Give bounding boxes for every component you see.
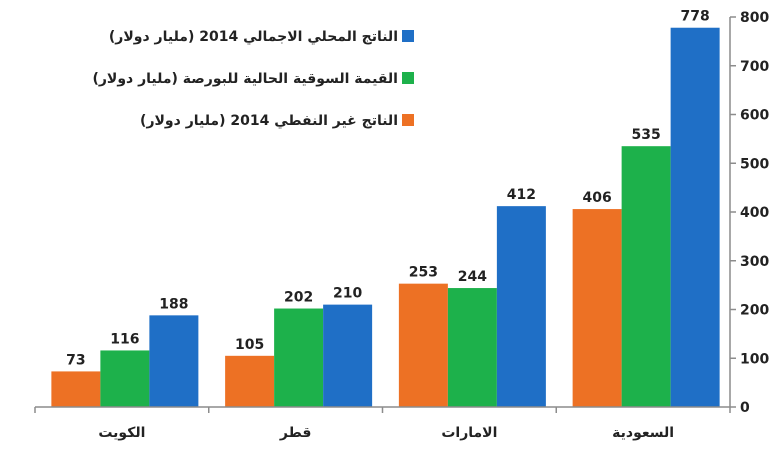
data-label-3-1: 535 xyxy=(632,127,661,143)
bar-0-0 xyxy=(51,371,101,407)
legend: الناتج المحلي الاجمالي 2014 (مليار دولار… xyxy=(92,29,414,129)
x-tick-label-3: السعودية xyxy=(612,425,674,441)
data-label-1-1: 202 xyxy=(284,290,313,306)
x-tick-label-2: الامارات xyxy=(441,425,497,441)
bar-3-2 xyxy=(670,27,720,407)
y-tick-label-6: 600 xyxy=(740,108,769,124)
y-tick-label-4: 400 xyxy=(740,205,769,221)
legend-marker-1 xyxy=(402,72,414,84)
data-label-2-1: 244 xyxy=(458,269,487,285)
y-tick-label-8: 800 xyxy=(740,10,769,26)
y-tick-label-3: 300 xyxy=(740,254,769,270)
y-tick-label-2: 200 xyxy=(740,303,769,319)
bar-2-2 xyxy=(496,206,546,407)
data-label-0-1: 116 xyxy=(110,331,139,347)
y-tick-label-5: 500 xyxy=(740,156,769,172)
data-labels-group: 73 116 188 105 202 210 253 244 412 406 535 778 xyxy=(66,9,710,369)
bars-group xyxy=(51,27,720,407)
data-label-3-0: 406 xyxy=(583,190,612,206)
bar-0-1 xyxy=(100,350,150,407)
data-label-1-0: 105 xyxy=(235,337,264,353)
x-tick-label-1: قطر xyxy=(279,425,312,441)
data-label-2-0: 253 xyxy=(409,265,438,281)
data-label-0-2: 188 xyxy=(159,296,188,312)
legend-label-2: الناتج المحلي الاجمالي 2014 (مليار دولار… xyxy=(109,29,398,45)
y-tick-label-1: 100 xyxy=(740,351,769,367)
bar-0-2 xyxy=(149,315,199,407)
bar-2-1 xyxy=(447,288,497,407)
data-label-0-0: 73 xyxy=(66,352,85,368)
y-tick-label-0: 0 xyxy=(740,400,750,416)
legend-marker-2 xyxy=(402,30,414,42)
x-tick-label-0: الكويت xyxy=(98,425,145,441)
bar-3-0 xyxy=(572,209,622,407)
data-label-2-2: 412 xyxy=(507,187,536,203)
legend-label-0: الناتج غير النفطي 2014 (مليار دولار) xyxy=(140,113,398,129)
bar-1-1 xyxy=(274,308,324,407)
bar-2-0 xyxy=(398,283,448,407)
data-label-3-2: 778 xyxy=(681,9,710,25)
y-tick-label-7: 700 xyxy=(740,59,769,75)
legend-label-1: القيمة السوقية الحالية للبورصة (مليار دو… xyxy=(92,71,398,87)
legend-marker-0 xyxy=(402,114,414,126)
bar-1-0 xyxy=(225,355,275,407)
data-label-1-2: 210 xyxy=(333,286,362,302)
bar-3-1 xyxy=(621,146,671,407)
axes-group: الكويت قطر الامارات السعودية 0 100 200 300 400 50… xyxy=(34,10,769,441)
bar-1-2 xyxy=(323,304,373,407)
